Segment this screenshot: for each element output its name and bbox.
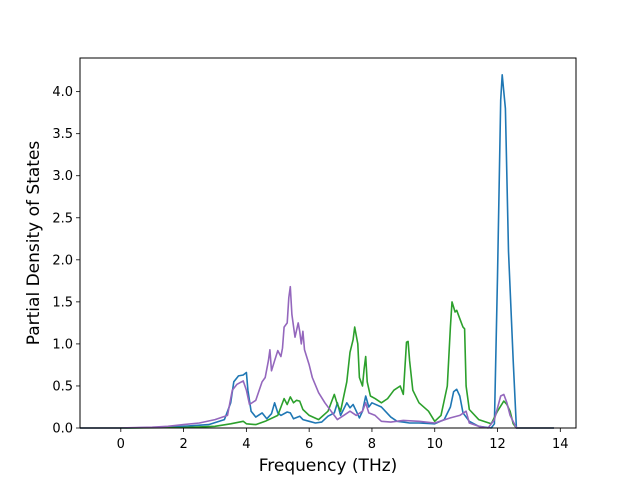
x-axis-label: Frequency (THz) xyxy=(259,456,398,476)
axes-frame xyxy=(79,57,577,429)
x-axis: 0 2 4 6 8 10 12 14 xyxy=(117,428,569,452)
series-line-2 xyxy=(80,301,554,429)
y-tick-label: 2.5 xyxy=(52,211,73,226)
x-tick-label: 2 xyxy=(179,437,187,452)
y-tick-label: 1.5 xyxy=(52,295,73,310)
x-tick-label: 12 xyxy=(489,437,506,452)
plot-lines xyxy=(80,74,554,429)
x-tick-label: 6 xyxy=(305,437,313,452)
y-tick-label: 1.0 xyxy=(52,337,73,352)
series-line-3 xyxy=(80,285,554,429)
series-line-1 xyxy=(80,74,554,429)
x-tick-label: 10 xyxy=(426,437,443,452)
y-tick-label: 4.0 xyxy=(52,85,73,100)
y-tick-label: 2.0 xyxy=(52,253,73,268)
y-tick-label: 0.5 xyxy=(52,379,73,394)
x-tick-label: 14 xyxy=(552,437,569,452)
y-tick-label: 3.0 xyxy=(52,169,73,184)
y-axis-label: Partial Density of States xyxy=(24,141,44,346)
y-tick-label: 3.5 xyxy=(52,127,73,142)
x-tick-label: 8 xyxy=(368,437,376,452)
x-tick-label: 4 xyxy=(242,437,250,452)
y-axis: 0.0 0.5 1.0 1.5 2.0 2.5 3.0 3.5 4.0 xyxy=(52,85,80,437)
x-tick-label: 0 xyxy=(117,437,125,452)
y-tick-label: 0.0 xyxy=(52,422,73,437)
